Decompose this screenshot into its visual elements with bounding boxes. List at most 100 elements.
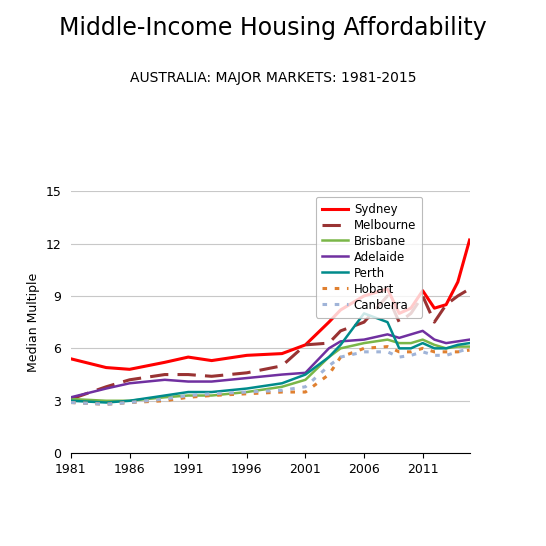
Hobart: [443, 348, 449, 355]
Hobart: [185, 394, 192, 401]
Adelaide: [337, 338, 344, 345]
Adelaide: [278, 371, 285, 378]
Perth: [337, 342, 344, 348]
Hobart: [408, 348, 414, 355]
Canberra: [162, 396, 168, 402]
Perth: [302, 371, 308, 378]
Adelaide: [244, 375, 250, 381]
Perth: [361, 310, 367, 317]
Brisbane: [185, 392, 192, 399]
Canberra: [278, 387, 285, 394]
Melbourne: [209, 373, 215, 379]
Sydney: [302, 342, 308, 348]
Canberra: [185, 392, 192, 399]
Brisbane: [466, 343, 473, 350]
Perth: [185, 389, 192, 395]
Hobart: [126, 399, 133, 406]
Canberra: [455, 348, 461, 355]
Melbourne: [408, 310, 414, 317]
Brisbane: [162, 394, 168, 401]
Adelaide: [68, 394, 74, 401]
Hobart: [337, 354, 344, 360]
Perth: [68, 397, 74, 404]
Brisbane: [209, 392, 215, 399]
Hobart: [466, 347, 473, 353]
Canberra: [103, 401, 109, 407]
Adelaide: [209, 378, 215, 385]
Melbourne: [466, 286, 473, 292]
Line: Adelaide: Adelaide: [71, 331, 470, 397]
Adelaide: [455, 338, 461, 345]
Brisbane: [396, 340, 402, 346]
Sydney: [455, 278, 461, 285]
Hobart: [431, 348, 438, 355]
Brisbane: [419, 336, 426, 343]
Sydney: [384, 286, 391, 292]
Sydney: [466, 237, 473, 244]
Melbourne: [244, 370, 250, 376]
Melbourne: [302, 342, 308, 348]
Adelaide: [302, 370, 308, 376]
Adelaide: [325, 345, 332, 352]
Canberra: [302, 383, 308, 390]
Brisbane: [103, 397, 109, 404]
Brisbane: [278, 383, 285, 390]
Melbourne: [185, 371, 192, 378]
Canberra: [443, 352, 449, 359]
Brisbane: [455, 343, 461, 350]
Sydney: [396, 310, 402, 317]
Adelaide: [384, 331, 391, 337]
Canberra: [396, 354, 402, 360]
Perth: [209, 389, 215, 395]
Adelaide: [408, 331, 414, 337]
Perth: [162, 392, 168, 399]
Perth: [103, 399, 109, 406]
Melbourne: [455, 293, 461, 299]
Sydney: [361, 293, 367, 299]
Melbourne: [361, 319, 367, 325]
Hobart: [455, 348, 461, 355]
Hobart: [244, 390, 250, 397]
Canberra: [68, 399, 74, 406]
Melbourne: [431, 319, 438, 325]
Brisbane: [408, 340, 414, 346]
Melbourne: [419, 293, 426, 299]
Canberra: [126, 399, 133, 406]
Adelaide: [361, 336, 367, 343]
Sydney: [337, 307, 344, 313]
Line: Perth: Perth: [71, 313, 470, 402]
Adelaide: [443, 340, 449, 346]
Sydney: [162, 359, 168, 366]
Canberra: [431, 352, 438, 359]
Text: AUSTRALIA: MAJOR MARKETS: 1981-2015: AUSTRALIA: MAJOR MARKETS: 1981-2015: [130, 71, 416, 85]
Brisbane: [126, 397, 133, 404]
Melbourne: [443, 301, 449, 308]
Canberra: [419, 348, 426, 355]
Brisbane: [302, 377, 308, 383]
Canberra: [384, 348, 391, 355]
Canberra: [244, 389, 250, 395]
Brisbane: [443, 345, 449, 352]
Perth: [419, 340, 426, 346]
Brisbane: [244, 389, 250, 395]
Line: Sydney: Sydney: [71, 240, 470, 369]
Sydney: [408, 305, 414, 311]
Hobart: [103, 401, 109, 407]
Sydney: [431, 305, 438, 311]
Adelaide: [103, 385, 109, 392]
Sydney: [103, 364, 109, 371]
Melbourne: [278, 363, 285, 369]
Melbourne: [337, 328, 344, 334]
Brisbane: [337, 345, 344, 352]
Melbourne: [68, 396, 74, 402]
Perth: [278, 380, 285, 387]
Hobart: [209, 392, 215, 399]
Perth: [466, 340, 473, 346]
Brisbane: [325, 354, 332, 360]
Hobart: [384, 343, 391, 350]
Sydney: [68, 355, 74, 362]
Y-axis label: Median Multiple: Median Multiple: [27, 272, 40, 372]
Hobart: [361, 345, 367, 352]
Hobart: [302, 389, 308, 395]
Melbourne: [162, 371, 168, 378]
